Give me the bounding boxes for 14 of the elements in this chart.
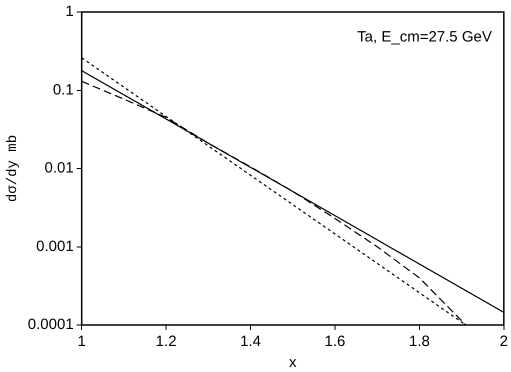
x-tick-label: 1.2 bbox=[156, 333, 177, 350]
annotation: Ta, E_cm=27.5 GeV bbox=[357, 28, 492, 46]
y-tick-label: 1 bbox=[65, 3, 74, 20]
y-tick-label: 0.001 bbox=[36, 238, 74, 255]
x-tick-label: 1.6 bbox=[324, 333, 346, 350]
x-tick-label: 1.8 bbox=[408, 333, 430, 350]
y-tick-label: 0.01 bbox=[44, 160, 74, 177]
x-tick-label: 2 bbox=[500, 333, 508, 350]
x-tick-label: 1.4 bbox=[240, 333, 261, 350]
x-axis-title: x bbox=[289, 354, 298, 372]
y-tick-label: 0.1 bbox=[52, 81, 74, 98]
x-tick-label: 1 bbox=[78, 333, 86, 350]
y-axis-title: dσ/dy mb bbox=[5, 134, 22, 202]
y-tick-label: 0.0001 bbox=[28, 316, 74, 334]
